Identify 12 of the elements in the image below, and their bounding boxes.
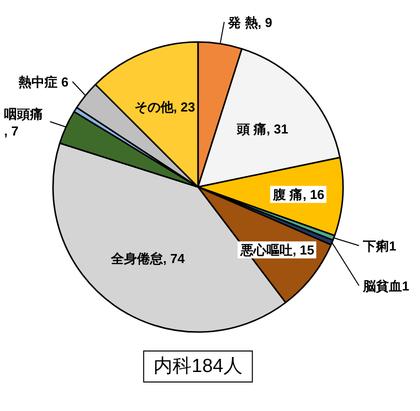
data-label: , 7 — [4, 124, 18, 139]
slice-label: 脳貧血1 — [362, 278, 410, 294]
slice-label: 下痢1 — [362, 238, 396, 254]
slice-label: 腹 痛, 16 — [272, 186, 324, 202]
slice-label: 悪心嘔吐, 15 — [240, 242, 314, 258]
slice-label: 頭 痛, 31 — [236, 122, 288, 137]
slice-label: 熱中症 6 — [18, 74, 68, 90]
text: 内科184人 — [154, 356, 242, 377]
slice-label: その他, 23 — [134, 100, 196, 115]
slice-label: 全身倦怠, 74 — [110, 251, 186, 266]
slice-label: 発 熱, 9 — [227, 14, 272, 30]
slice-label: 咽頭痛 — [4, 106, 43, 122]
